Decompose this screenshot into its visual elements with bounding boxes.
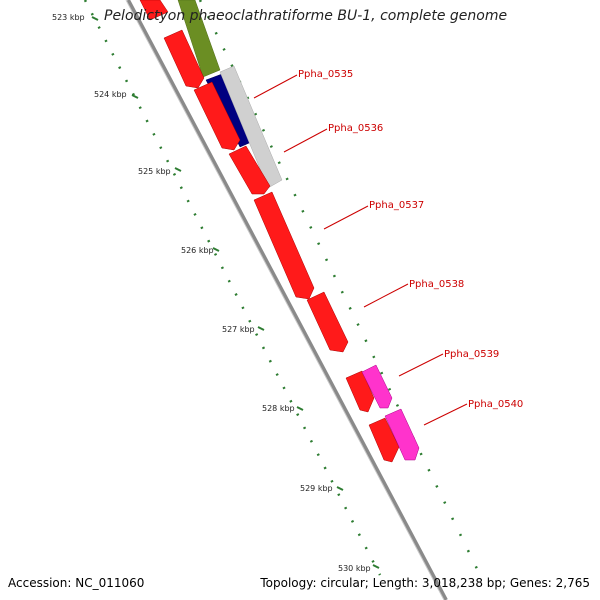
gene-labels: Ppha_0535 Ppha_0536 Ppha_0537 Ppha_0538 … — [298, 69, 523, 410]
genome-backbone — [126, 0, 448, 600]
gene-label: Ppha_0537 — [369, 200, 424, 211]
gene-red-7 — [345, 370, 375, 413]
scale-label: 528 kbp — [262, 404, 295, 413]
gene-olive — [177, 0, 221, 78]
gene-red-8 — [368, 417, 400, 463]
gene-label: Ppha_0538 — [409, 279, 464, 290]
gene-label: Ppha_0535 — [298, 69, 353, 80]
gene-label: Ppha_0539 — [444, 349, 499, 360]
gene-leader-lines — [253, 74, 468, 426]
gene-red-6 — [306, 291, 349, 353]
map-title: Pelodictyon phaeoclathratiforme BU-1, co… — [104, 8, 508, 24]
scale-label: 530 kbp — [338, 564, 371, 573]
gene-red-2 — [163, 29, 205, 89]
genome-backbone-highlight — [125, 0, 445, 600]
scale-labels: 523 kbp 524 kbp 525 kbp 526 kbp 527 kbp … — [52, 13, 371, 573]
gene-magenta-2 — [384, 408, 420, 461]
gene-label: Ppha_0540 — [468, 399, 523, 410]
scale-label: 527 kbp — [222, 325, 255, 334]
scale-label: 523 kbp — [52, 13, 85, 22]
gene-magenta-1 — [361, 364, 393, 409]
gene-grey — [219, 65, 283, 189]
scale-major-ticks — [91, 16, 380, 569]
scale-label: 526 kbp — [181, 246, 214, 255]
accession-label: Accession: NC_011060 — [8, 576, 145, 590]
scale-label: 529 kbp — [300, 484, 333, 493]
scale-label: 525 kbp — [138, 167, 171, 176]
scale-label: 524 kbp — [94, 90, 127, 99]
gene-label: Ppha_0536 — [328, 123, 383, 134]
gene-red-4 — [228, 145, 271, 195]
gene-red-1 — [139, 0, 169, 21]
gene-features — [139, 0, 420, 463]
gene-red-5 — [253, 191, 315, 300]
topology-summary: Topology: circular; Length: 3,018,238 bp… — [260, 576, 590, 590]
gene-red-3 — [193, 81, 241, 151]
